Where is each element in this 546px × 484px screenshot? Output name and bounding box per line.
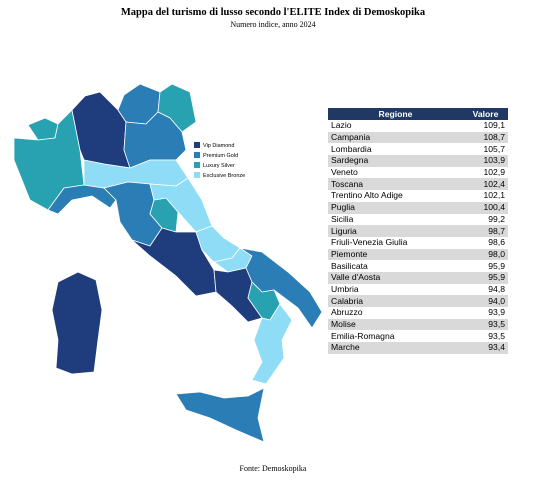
value-cell: 109,1 — [483, 120, 505, 131]
value-cell: 102,1 — [483, 190, 505, 201]
region-cell: Toscana — [328, 178, 463, 191]
table-row: Valle d'Aosta 95,9 — [328, 271, 508, 284]
table-row: Lazio 109,1 — [328, 120, 508, 132]
table-row: Veneto 102,9 — [328, 167, 508, 179]
header-cell: Regione — [328, 108, 463, 120]
value-cell: 108,7 — [462, 131, 508, 144]
region-cell: Trentino Alto Adige — [331, 190, 403, 201]
table-row: Friuli-Venezia Giulia 98,6 — [328, 237, 508, 249]
region-cell: Lombardia — [331, 143, 372, 154]
value-cell: 95,9 — [488, 260, 505, 271]
region-cell: Campania — [328, 131, 463, 144]
value-cell: 102,9 — [483, 167, 505, 178]
region-cell: Abruzzo — [331, 307, 363, 318]
table-row: Marche 93,4 — [328, 342, 508, 354]
region-cell: Calabria — [328, 295, 463, 307]
liguria — [47, 184, 117, 215]
table-row: Puglia 100,4 — [328, 201, 508, 214]
sicilia — [175, 387, 265, 443]
value-cell: 99,2 — [488, 213, 505, 224]
region-cell: Sardegna — [328, 155, 463, 167]
table-row: Emilia-Romagna 93,5 — [328, 330, 508, 342]
legend-label: Exclusive Bronze — [203, 173, 245, 179]
subtitle: Numero indice, anno 2024 — [230, 20, 316, 29]
region-cell: Friuli-Venezia Giulia — [331, 237, 408, 248]
lazio — [131, 227, 217, 297]
region-cell: Marche — [328, 342, 463, 354]
value-cell: 100,4 — [462, 201, 508, 214]
region-cell: Valle d'Aosta — [328, 271, 463, 284]
table-row: Calabria 94,0 — [328, 295, 508, 307]
region-cell: Piemonte — [328, 248, 463, 261]
table-row: Liguria 98,7 — [328, 225, 508, 237]
value-cell: 102,4 — [462, 178, 508, 191]
table-row: Sicilia 99,2 — [328, 214, 508, 226]
data-table: Regione Valore Lazio 109,1 Campania 108,7 Lo… — [328, 108, 508, 354]
value-cell: 98,7 — [462, 225, 508, 237]
table-body: Lazio 109,1 Campania 108,7 Lombardia 105,7 Sar… — [328, 120, 508, 354]
legend-label: Luxury Silver — [203, 163, 235, 169]
table-row: Sardegna 103,9 — [328, 155, 508, 167]
legend-label: Vip Diamond — [203, 143, 234, 149]
value-cell: 93,5 — [488, 330, 505, 341]
region-cell: Basilicata — [331, 260, 368, 271]
legend-swatch — [194, 142, 200, 148]
value-cell: 105,7 — [483, 143, 505, 154]
region-cell: Liguria — [328, 225, 463, 237]
table-row: Molise 93,5 — [328, 318, 508, 331]
value-cell: 103,9 — [462, 155, 508, 167]
valle-aosta — [27, 117, 59, 141]
value-cell: 98,6 — [488, 237, 505, 248]
legend: Vip Diamond Premium Gold Luxury Silver Excl… — [194, 142, 245, 179]
map: Vip Diamond Premium Gold Luxury Silver Excl… — [13, 83, 323, 443]
value-cell: 95,9 — [462, 271, 508, 284]
table-row: Trentino Alto Adige 102,1 — [328, 190, 508, 202]
legend-swatch — [194, 172, 200, 178]
value-cell: 94,8 — [488, 283, 505, 294]
source: Fonte: Demoskopika — [239, 464, 307, 473]
veneto — [123, 111, 187, 169]
value-cell: 94,0 — [462, 295, 508, 307]
region-cell: Umbria — [331, 283, 359, 294]
value-cell: 93,5 — [462, 318, 508, 331]
table-row: Abruzzo 93,9 — [328, 307, 508, 319]
title: Mappa del turismo di lusso secondo l'ELI… — [120, 7, 426, 18]
table-row: Basilicata 95,9 — [328, 260, 508, 272]
value-cell: 93,4 — [462, 342, 508, 354]
table-row: Toscana 102,4 — [328, 178, 508, 191]
table-row: Campania 108,7 — [328, 131, 508, 144]
header-row: Regione Valore — [328, 108, 508, 120]
table-row: Umbria 94,8 — [328, 284, 508, 296]
legend-swatch — [194, 152, 200, 158]
sardegna — [51, 271, 103, 375]
table-row: Lombardia 105,7 — [328, 143, 508, 155]
region-cell: Veneto — [331, 167, 358, 178]
calabria — [251, 303, 293, 385]
table-row: Piemonte 98,0 — [328, 248, 508, 261]
region-cell: Puglia — [328, 201, 463, 214]
puglia — [239, 247, 323, 329]
value-cell: 98,0 — [462, 248, 508, 261]
region-cell: Sicilia — [331, 213, 354, 224]
header-cell: Valore — [462, 108, 508, 120]
legend-swatch — [194, 162, 200, 168]
legend-label: Premium Gold — [203, 153, 238, 159]
region-cell: Lazio — [331, 120, 352, 131]
value-cell: 93,9 — [488, 307, 505, 318]
region-cell: Molise — [328, 318, 463, 331]
region-cell: Emilia-Romagna — [331, 330, 395, 341]
